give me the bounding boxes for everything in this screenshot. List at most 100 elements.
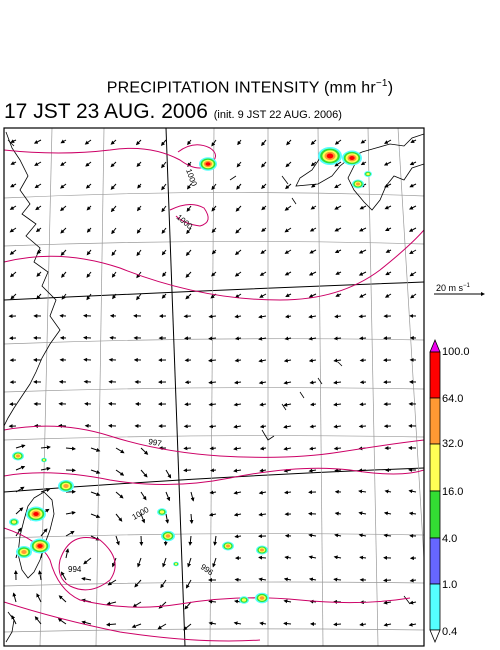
color-legend (429, 338, 441, 644)
wind-arrow (409, 183, 417, 188)
init-time: (init. 9 JST 22 AUG. 2006) (213, 109, 342, 121)
wind-arrow (185, 271, 192, 278)
precip-cell (26, 506, 46, 522)
wind-arrow (185, 293, 192, 300)
wind-arrow (333, 358, 342, 363)
isobar-label-1000-b: 1000 (175, 213, 195, 232)
wind-arrow (60, 227, 67, 234)
wind-arrow (90, 469, 101, 474)
wind-arrow (310, 402, 317, 407)
coast-japan-south (347, 161, 424, 211)
wind-arrow (10, 161, 17, 165)
wind-arrow (112, 293, 117, 300)
wind-arrow (334, 468, 342, 473)
wind-arrow (65, 548, 70, 559)
wind-arrow (60, 183, 67, 189)
wind-arrow (283, 402, 292, 407)
wind-arrow (308, 293, 317, 298)
wind-arrow (333, 402, 342, 407)
valid-time-text: 17 JST 23 AUG. 2006 (4, 100, 208, 123)
wind-arrow (111, 557, 117, 568)
precip-cell (342, 150, 362, 166)
wind-arrow (162, 271, 167, 277)
precip-cell (161, 530, 175, 542)
wind-arrow (285, 293, 292, 297)
wind-arrow (86, 271, 92, 278)
wind-arrow (384, 139, 392, 144)
wind-arrow (165, 491, 171, 502)
wind-arrow (234, 577, 242, 582)
wind-arrow (359, 358, 367, 363)
wind-arrow (115, 447, 125, 454)
wind-arrow (161, 249, 167, 256)
wind-arrow (234, 293, 242, 299)
wind-arrow (385, 271, 392, 276)
wind-arrow (333, 555, 342, 560)
wind-arrow (134, 579, 142, 588)
wind-arrow (409, 578, 417, 583)
wind-arrow (359, 402, 367, 407)
wind-arrow (409, 161, 417, 166)
wind-arrow (140, 513, 146, 524)
wind-arrow (358, 249, 367, 254)
wind-arrow (81, 576, 92, 581)
wind-arrow (15, 507, 24, 515)
wind-arrow (57, 618, 67, 625)
wind-arrow (283, 358, 292, 363)
wind-arrow (208, 314, 217, 319)
precip-cell (199, 157, 217, 171)
wind-arrow (106, 622, 117, 627)
wind-arrow (333, 380, 342, 385)
wind-vectors (8, 139, 417, 631)
wind-arrow (33, 139, 42, 144)
legend-label-64: 64.0 (442, 393, 464, 405)
wind-arrow (209, 490, 217, 495)
wind-arrow (409, 271, 417, 277)
wind-arrow (233, 512, 242, 517)
wind-arrow (258, 490, 267, 495)
wind-arrow (35, 205, 42, 211)
wind-arrow (358, 227, 367, 232)
wind-arrow (334, 314, 342, 319)
wind-arrow (383, 533, 392, 538)
wind-arrow (183, 446, 192, 451)
precip-cell (173, 561, 179, 567)
wind-arrow (81, 620, 92, 625)
wind-arrow (408, 511, 417, 516)
wind-arrow (110, 139, 117, 145)
wind-arrow (61, 293, 67, 300)
precip-cell (255, 592, 269, 604)
map-frame (3, 127, 425, 647)
precip-cell (41, 457, 47, 463)
wind-arrow (334, 139, 342, 145)
legend-label-1: 1.0 (442, 579, 458, 591)
wind-arrow (36, 293, 42, 300)
wind-arrow (110, 205, 117, 213)
wind-arrow (258, 577, 267, 582)
wind-arrow (110, 161, 117, 168)
wind-arrow (358, 468, 367, 473)
wind-arrow (208, 358, 217, 363)
wind-arrow (309, 249, 317, 254)
wind-arrow (157, 623, 167, 630)
wind-arrow (359, 555, 367, 560)
wind-arrow (310, 161, 317, 167)
wind-arrow (334, 205, 342, 210)
wind-arrow (233, 468, 242, 473)
wind-arrow (385, 227, 392, 231)
wind-arrow (384, 205, 392, 210)
wind-arrow (162, 557, 167, 568)
isobar-label-994: 994 (68, 565, 82, 574)
wind-arrow (136, 205, 142, 212)
wind-arrow (410, 139, 417, 143)
wind-arrow (333, 622, 342, 627)
wind-arrow (60, 205, 67, 212)
wind-arrow (165, 513, 170, 524)
wind-arrow (213, 535, 218, 546)
wind-arrow (186, 579, 192, 589)
wind-arrow (9, 205, 17, 210)
isobar-label-996: 996 (199, 562, 216, 577)
wind-arrow (283, 577, 292, 582)
wind-arrow (258, 380, 267, 385)
legend-label-100: 100.0 (442, 346, 470, 358)
